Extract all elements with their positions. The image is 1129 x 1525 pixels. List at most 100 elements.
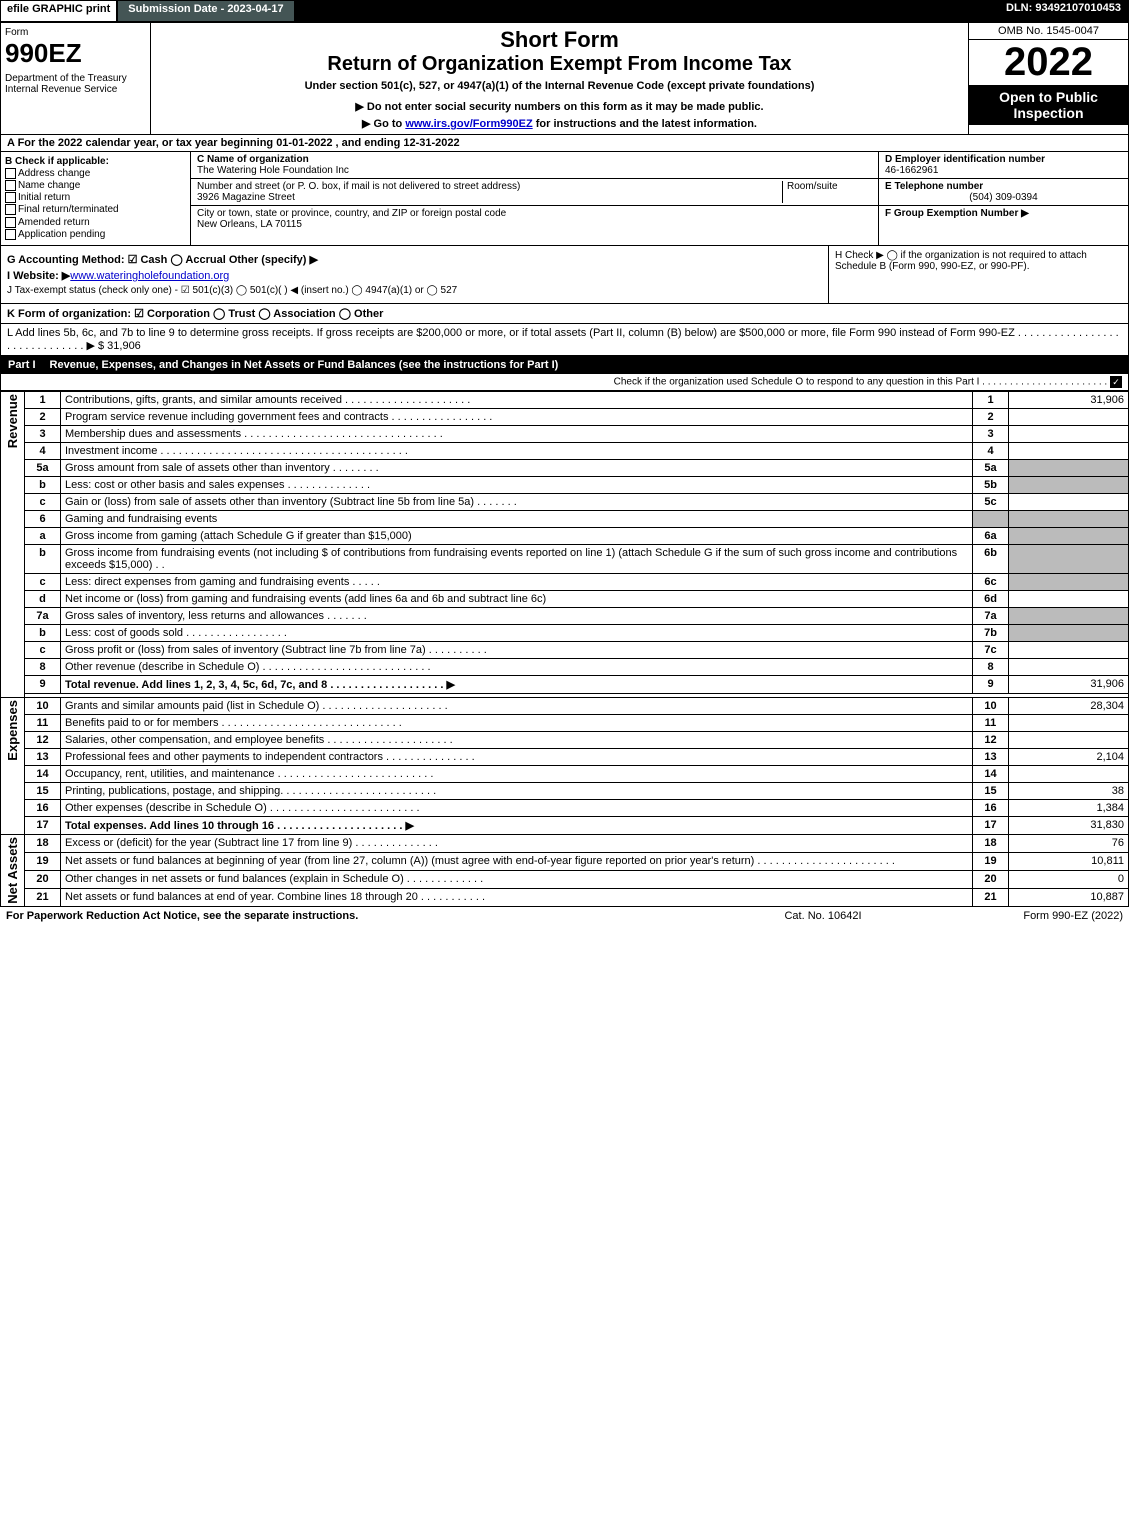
line-13: 13Professional fees and other payments t… bbox=[1, 748, 1129, 765]
org-name-label: C Name of organization bbox=[197, 154, 309, 165]
section-g-h-i-j: G Accounting Method: ☑ Cash ◯ Accrual Ot… bbox=[0, 246, 1129, 304]
line-6b: bGross income from fundraising events (n… bbox=[1, 544, 1129, 573]
goto-link[interactable]: www.irs.gov/Form990EZ bbox=[405, 118, 532, 130]
ghi-right: H Check ▶ ◯ if the organization is not r… bbox=[828, 246, 1128, 303]
header-right: OMB No. 1545-0047 2022 Open to Public In… bbox=[968, 23, 1128, 134]
section-b-to-f: B Check if applicable: Address change Na… bbox=[0, 152, 1129, 246]
line-16: 16Other expenses (describe in Schedule O… bbox=[1, 799, 1129, 816]
topbar: efile GRAPHIC print Submission Date - 20… bbox=[0, 0, 1129, 22]
line-18: Net Assets 18Excess or (deficit) for the… bbox=[1, 834, 1129, 852]
city-value: New Orleans, LA 70115 bbox=[197, 219, 302, 230]
omb-number: OMB No. 1545-0047 bbox=[969, 23, 1128, 40]
line-7a: 7aGross sales of inventory, less returns… bbox=[1, 607, 1129, 624]
header-mid: Short Form Return of Organization Exempt… bbox=[151, 23, 968, 134]
line-4: 4Investment income . . . . . . . . . . .… bbox=[1, 442, 1129, 459]
line-7b: bLess: cost of goods sold . . . . . . . … bbox=[1, 624, 1129, 641]
street-value: 3926 Magazine Street bbox=[197, 192, 295, 203]
line-21: 21Net assets or fund balances at end of … bbox=[1, 888, 1129, 906]
efile-label: efile GRAPHIC print bbox=[0, 0, 117, 22]
phone-row: E Telephone number (504) 309-0394 bbox=[879, 179, 1128, 206]
row-k-form-org: K Form of organization: ☑ Corporation ◯ … bbox=[0, 304, 1129, 324]
row-l-gross-receipts: L Add lines 5b, 6c, and 7b to line 9 to … bbox=[0, 324, 1129, 356]
line-6d: dNet income or (loss) from gaming and fu… bbox=[1, 590, 1129, 607]
line-i-website: I Website: ▶www.wateringholefoundation.o… bbox=[7, 269, 822, 282]
room-label: Room/suite bbox=[787, 181, 838, 192]
line-8: 8Other revenue (describe in Schedule O) … bbox=[1, 658, 1129, 675]
cb-initial-return[interactable]: Initial return bbox=[5, 192, 186, 203]
line-20: 20Other changes in net assets or fund ba… bbox=[1, 870, 1129, 888]
dln-label: DLN: 93492107010453 bbox=[998, 0, 1129, 22]
line-1: Revenue 1 Contributions, gifts, grants, … bbox=[1, 391, 1129, 408]
line-7c: cGross profit or (loss) from sales of in… bbox=[1, 641, 1129, 658]
cb-amended-return[interactable]: Amended return bbox=[5, 217, 186, 228]
row-l-text: L Add lines 5b, 6c, and 7b to line 9 to … bbox=[7, 327, 1119, 352]
cb-final-return[interactable]: Final return/terminated bbox=[5, 204, 186, 215]
ghi-left: G Accounting Method: ☑ Cash ◯ Accrual Ot… bbox=[1, 246, 828, 303]
part1-checkbox[interactable]: ✓ bbox=[1110, 376, 1122, 388]
ein-label: D Employer identification number bbox=[885, 154, 1045, 165]
ssn-warning: ▶ Do not enter social security numbers o… bbox=[155, 100, 964, 113]
dept-label: Department of the Treasury Internal Reve… bbox=[5, 73, 146, 95]
title-short-form: Short Form bbox=[155, 27, 964, 53]
part1-title: Revenue, Expenses, and Changes in Net As… bbox=[44, 356, 1129, 374]
col-b-head: B Check if applicable: bbox=[5, 156, 186, 167]
line-6: 6Gaming and fundraising events bbox=[1, 510, 1129, 527]
website-link[interactable]: www.wateringholefoundation.org bbox=[70, 270, 229, 282]
col-c-org-info: C Name of organization The Watering Hole… bbox=[191, 152, 878, 245]
revenue-side: Revenue bbox=[1, 391, 25, 697]
street-label: Number and street (or P. O. box, if mail… bbox=[197, 181, 520, 192]
row-l-amount: 31,906 bbox=[107, 340, 141, 352]
goto-suffix: for instructions and the latest informat… bbox=[533, 118, 757, 130]
lines-table: Revenue 1 Contributions, gifts, grants, … bbox=[0, 391, 1129, 907]
part1-label: Part I bbox=[0, 356, 44, 374]
ein-value: 46-1662961 bbox=[885, 165, 938, 176]
ein-row: D Employer identification number 46-1662… bbox=[879, 152, 1128, 179]
netassets-side: Net Assets bbox=[1, 834, 25, 906]
line-10: Expenses 10Grants and similar amounts pa… bbox=[1, 697, 1129, 714]
col-d-e-f: D Employer identification number 46-1662… bbox=[878, 152, 1128, 245]
group-exemption-label: F Group Exemption Number ▶ bbox=[885, 208, 1029, 219]
part1-head: Part I Revenue, Expenses, and Changes in… bbox=[0, 356, 1129, 374]
website-prefix: I Website: ▶ bbox=[7, 270, 70, 282]
topbar-spacer bbox=[295, 0, 998, 22]
line-5a: 5aGross amount from sale of assets other… bbox=[1, 459, 1129, 476]
line-6c: cLess: direct expenses from gaming and f… bbox=[1, 573, 1129, 590]
group-exemption-row: F Group Exemption Number ▶ bbox=[879, 206, 1128, 221]
line-5b: bLess: cost or other basis and sales exp… bbox=[1, 476, 1129, 493]
header-left: Form 990EZ Department of the Treasury In… bbox=[1, 23, 151, 134]
cb-application-pending[interactable]: Application pending bbox=[5, 229, 186, 240]
line-2: 2Program service revenue including gover… bbox=[1, 408, 1129, 425]
cb-name-change[interactable]: Name change bbox=[5, 180, 186, 191]
submission-date: Submission Date - 2023-04-17 bbox=[117, 0, 294, 22]
org-street-row: Number and street (or P. O. box, if mail… bbox=[191, 179, 878, 206]
footer: For Paperwork Reduction Act Notice, see … bbox=[0, 907, 1129, 925]
form-header: Form 990EZ Department of the Treasury In… bbox=[0, 22, 1129, 135]
line-11: 11Benefits paid to or for members . . . … bbox=[1, 714, 1129, 731]
line-j-tax-exempt: J Tax-exempt status (check only one) - ☑… bbox=[7, 285, 822, 296]
expenses-side: Expenses bbox=[1, 697, 25, 834]
line-h-schedule-b: H Check ▶ ◯ if the organization is not r… bbox=[835, 250, 1087, 272]
line-9: 9Total revenue. Add lines 1, 2, 3, 4, 5c… bbox=[1, 675, 1129, 693]
footer-right: Form 990-EZ (2022) bbox=[923, 910, 1123, 922]
goto-line: ▶ Go to www.irs.gov/Form990EZ for instru… bbox=[155, 117, 964, 130]
title-main: Return of Organization Exempt From Incom… bbox=[155, 53, 964, 76]
footer-mid: Cat. No. 10642I bbox=[723, 910, 923, 922]
footer-left: For Paperwork Reduction Act Notice, see … bbox=[6, 910, 723, 922]
org-name-row: C Name of organization The Watering Hole… bbox=[191, 152, 878, 179]
title-under: Under section 501(c), 527, or 4947(a)(1)… bbox=[155, 80, 964, 92]
line-g-accounting: G Accounting Method: ☑ Cash ◯ Accrual Ot… bbox=[7, 253, 822, 266]
row-a-calendar-year: A For the 2022 calendar year, or tax yea… bbox=[0, 135, 1129, 152]
cb-address-change[interactable]: Address change bbox=[5, 168, 186, 179]
phone-value: (504) 309-0394 bbox=[885, 192, 1122, 203]
city-label: City or town, state or province, country… bbox=[197, 208, 506, 219]
part1-sub-text: Check if the organization used Schedule … bbox=[614, 376, 1108, 387]
form-label: Form bbox=[5, 27, 146, 38]
line-14: 14Occupancy, rent, utilities, and mainte… bbox=[1, 765, 1129, 782]
tax-year: 2022 bbox=[969, 40, 1128, 85]
col-b-checkboxes: B Check if applicable: Address change Na… bbox=[1, 152, 191, 245]
open-to-public: Open to Public Inspection bbox=[969, 85, 1128, 125]
line-15: 15Printing, publications, postage, and s… bbox=[1, 782, 1129, 799]
line-17: 17Total expenses. Add lines 10 through 1… bbox=[1, 816, 1129, 834]
line-3: 3Membership dues and assessments . . . .… bbox=[1, 425, 1129, 442]
line-6a: aGross income from gaming (attach Schedu… bbox=[1, 527, 1129, 544]
